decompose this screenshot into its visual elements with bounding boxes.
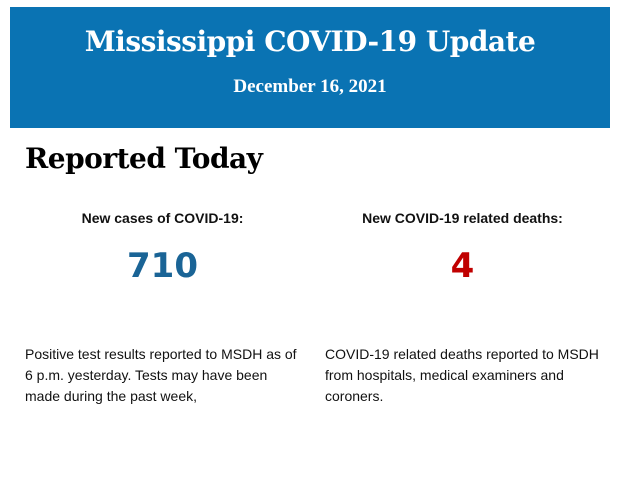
section-heading: Reported Today	[25, 142, 263, 175]
new-deaths-description: COVID-19 related deaths reported to MSDH…	[325, 346, 599, 404]
new-cases-description: Positive test results reported to MSDH a…	[25, 346, 297, 404]
new-cases-value: 710	[127, 246, 198, 286]
new-deaths-label: New COVID-19 related deaths:	[362, 210, 563, 226]
new-deaths-value: 4	[450, 246, 475, 286]
new-cases-label: New cases of COVID-19:	[81, 210, 244, 226]
page-title: Mississippi COVID-19 Update	[84, 25, 536, 58]
new-deaths-panel: New COVID-19 related deaths: 4 COVID-19 …	[325, 210, 600, 404]
new-cases-panel: New cases of COVID-19: 710 Positive test…	[25, 210, 300, 404]
report-date: December 16, 2021	[233, 76, 387, 97]
header-banner: Mississippi COVID-19 Update December 16,…	[10, 7, 610, 128]
